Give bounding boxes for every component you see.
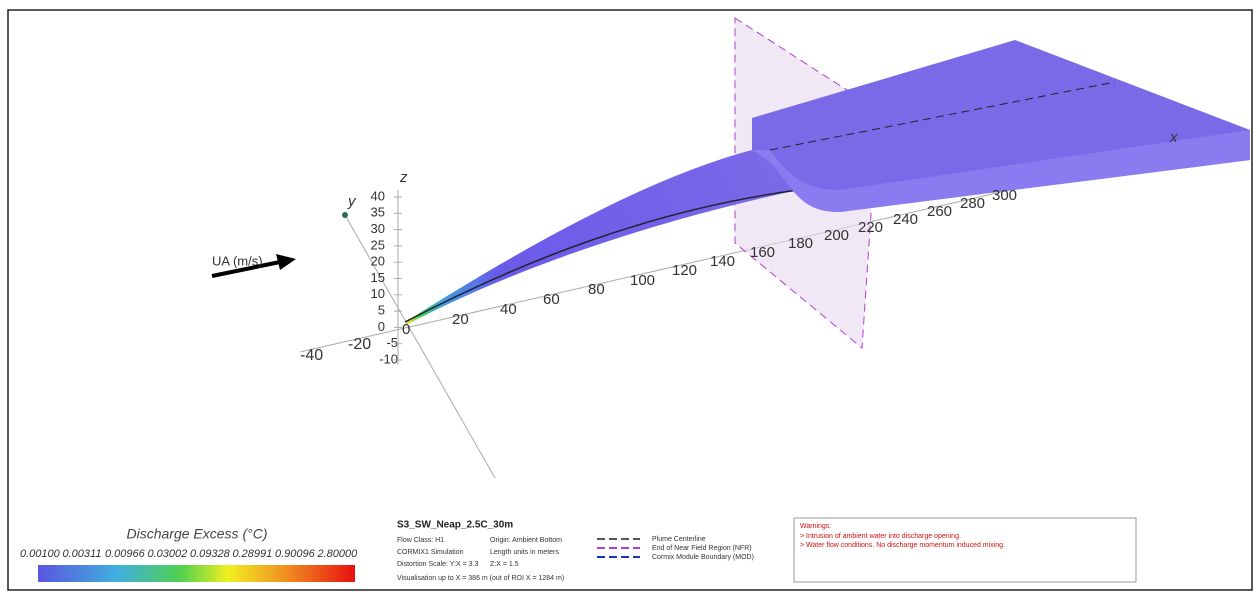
- warnings-box: [793, 517, 1137, 583]
- warnings-title: Warnings:: [800, 523, 831, 530]
- flow-label: UA (m/s): [212, 253, 263, 268]
- y-tick-label: -20: [348, 336, 371, 353]
- info-line: Length units in meters: [490, 549, 559, 556]
- warning-item: > Water flow conditions. No discharge mo…: [800, 542, 1005, 549]
- x-axis-label: x: [1169, 129, 1178, 146]
- plume-edge: [404, 189, 799, 323]
- z-tick-label: 5: [378, 303, 385, 318]
- y-axis-end: [342, 212, 348, 218]
- line-legend: Plume Centerline End of Near Field Region…: [597, 536, 754, 561]
- colorbar-label: 2.80000: [317, 548, 359, 560]
- x-tick-label: 40: [500, 301, 517, 318]
- frame: [7, 9, 1253, 591]
- x-tick-label: 200: [824, 227, 849, 244]
- x-tick-label: 180: [788, 235, 813, 252]
- z-tick-label: -10: [379, 351, 398, 366]
- colorbar-label: 0.03002: [148, 548, 188, 560]
- info-title: S3_SW_Neap_2.5C_30m: [397, 520, 513, 531]
- x-tick-label: 60: [543, 291, 560, 308]
- info-line: Distortion Scale: Y:X = 3.3: [397, 561, 478, 568]
- x-tick-label: 240: [893, 211, 918, 228]
- legend-label: Cormix Module Boundary (MOD): [652, 554, 754, 561]
- x-tick-label: 220: [858, 219, 883, 236]
- far-field-side: [752, 130, 1250, 212]
- colorbar-label: 0.00966: [105, 548, 146, 560]
- y-tick-label: -40: [300, 347, 323, 364]
- centerline: [769, 81, 1116, 151]
- z-tick-label: 20: [371, 254, 385, 269]
- flow-arrowhead: [276, 254, 296, 270]
- legend-label: Plume Centerline: [652, 536, 706, 543]
- x-tick-label: 80: [588, 281, 605, 298]
- x-tick-label: 160: [750, 244, 775, 261]
- x-tick-label: 120: [672, 262, 697, 279]
- z-tick-label: 15: [371, 270, 385, 285]
- z-tick-label: 10: [371, 286, 385, 301]
- info-line: Flow Class: H1: [397, 537, 444, 544]
- colorbar-label: 0.09328: [190, 548, 231, 560]
- z-tick-label: 35: [371, 205, 385, 220]
- x-tick-label: 100: [630, 272, 655, 289]
- z-tick-label: 0: [378, 319, 385, 334]
- x-tick-label: 140: [710, 253, 735, 270]
- y-axis: [344, 214, 496, 479]
- z-tick-label: -5: [386, 335, 398, 350]
- z-tick-label: 30: [371, 221, 385, 236]
- z-tick-label: 25: [371, 237, 385, 252]
- colorbar-label: 0.00311: [63, 548, 102, 560]
- info-line: CORMIX1 Simulation: [397, 549, 464, 556]
- colorbar-label: 0.28991: [233, 548, 273, 560]
- x-tick-label: 20: [452, 311, 469, 328]
- legend-label: End of Near Field Region (NFR): [652, 545, 752, 552]
- flow-arrow: [211, 260, 281, 278]
- x-axis: [299, 189, 1011, 353]
- info-line: Z:X = 1.5: [490, 561, 519, 568]
- y-axis-label: y: [347, 193, 357, 210]
- z-tick-label: 40: [371, 188, 385, 203]
- colorbar-title: Discharge Excess (°C): [127, 526, 268, 542]
- info-line: Origin: Ambient Bottom: [490, 537, 562, 544]
- warnings-list: > Intrusion of ambient water into discha…: [800, 533, 1005, 549]
- info-footer: Visualisation up to X = 386 m (out of RO…: [397, 575, 564, 582]
- info-lines: Flow Class: H1 Origin: Ambient Bottom CORM…: [397, 537, 562, 568]
- colorbar-label: 0.00100: [20, 548, 61, 560]
- x-tick-label: 300: [992, 187, 1017, 204]
- colorbar-label: 0.90096: [275, 548, 316, 560]
- colorbar: [38, 565, 355, 582]
- warning-item: > Intrusion of ambient water into discha…: [800, 533, 961, 540]
- x-tick-label: 260: [927, 203, 952, 220]
- z-axis-label: z: [399, 169, 408, 186]
- x-tick-label: 280: [960, 195, 985, 212]
- x-tick-label: 0: [402, 321, 410, 338]
